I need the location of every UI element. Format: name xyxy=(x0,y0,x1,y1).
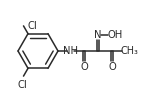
Text: O: O xyxy=(80,62,88,72)
Text: OH: OH xyxy=(107,29,123,39)
Text: O: O xyxy=(108,62,116,72)
Text: N: N xyxy=(94,29,102,39)
Text: NH: NH xyxy=(62,46,78,56)
Text: Cl: Cl xyxy=(18,80,27,90)
Text: Cl: Cl xyxy=(28,21,37,31)
Text: CH₃: CH₃ xyxy=(120,46,138,56)
